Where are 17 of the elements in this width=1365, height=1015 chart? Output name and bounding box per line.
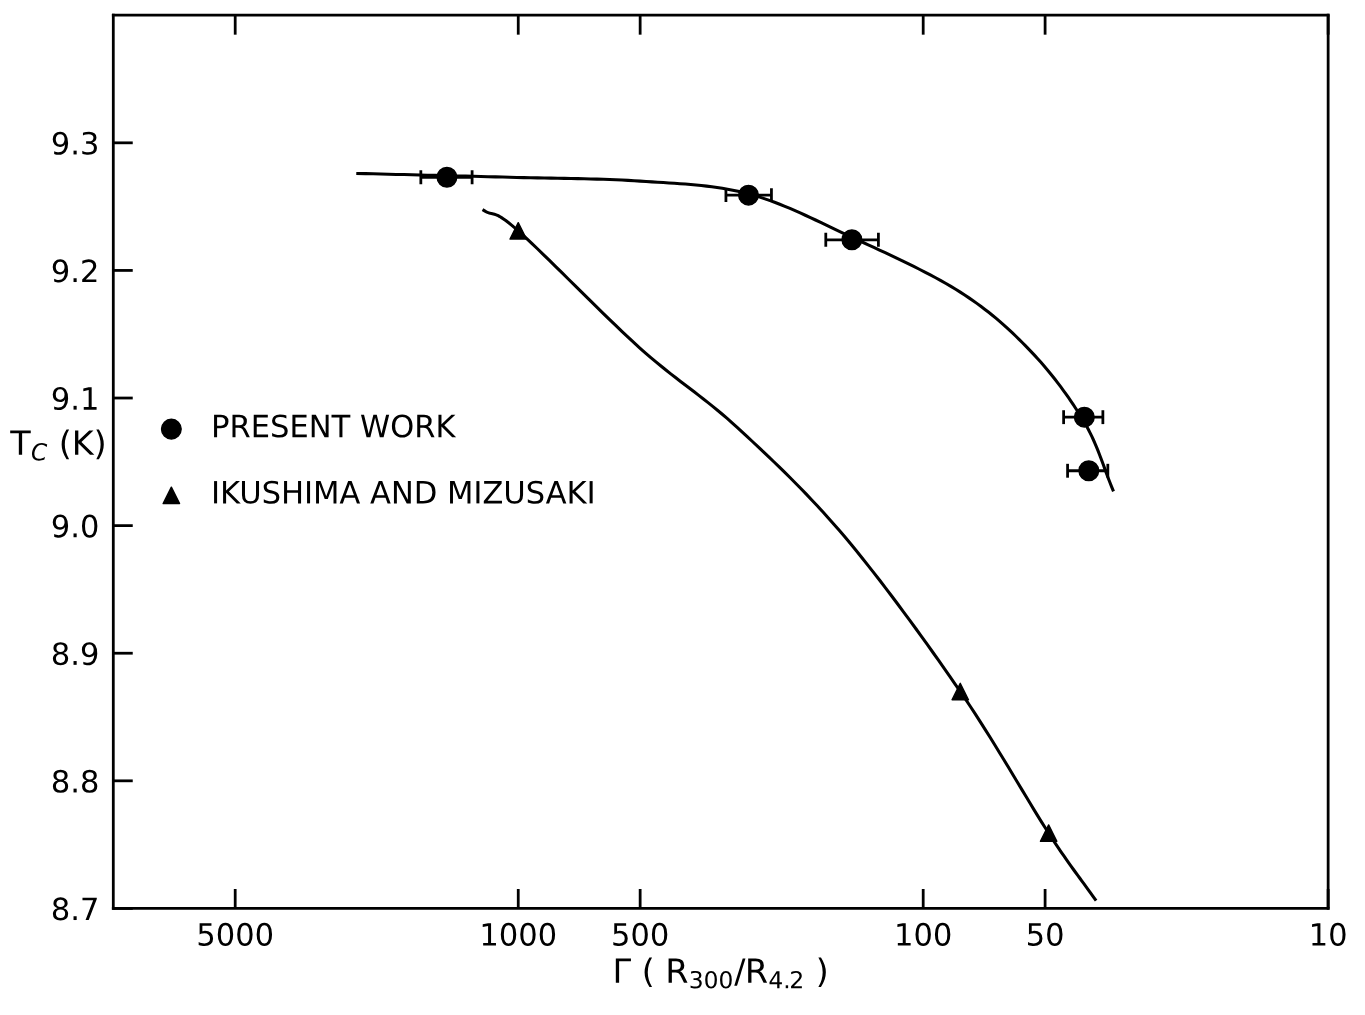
x-tick-label: 1000: [482, 922, 556, 946]
y-tick-label: 9.0: [52, 514, 98, 538]
y-tick-label: 8.7: [52, 897, 97, 921]
y-tick-label: 8.8: [52, 769, 98, 793]
y-axis-title: T$_{C}$ (K): [10, 429, 104, 461]
y-tick-label: 9.1: [52, 386, 97, 411]
x-tick-label: 50: [1028, 922, 1063, 946]
x-tick-label: 500: [613, 922, 668, 946]
x-axis-title: Γ ( R$_{300}$/R$_{4.2}$ ): [615, 957, 826, 989]
y-tick-label: 9.2: [52, 259, 97, 283]
y-tick-label: 8.9: [52, 642, 98, 666]
legend-label: PRESENT WORK: [214, 414, 457, 438]
x-tick-label: 100: [897, 922, 951, 946]
x-tick-label: 10: [1312, 922, 1346, 946]
legend-label: IKUSHIMA AND MIZUSAKI: [214, 480, 593, 504]
y-tick-label: 9.3: [52, 131, 97, 155]
x-tick-label: 5000: [198, 922, 273, 946]
